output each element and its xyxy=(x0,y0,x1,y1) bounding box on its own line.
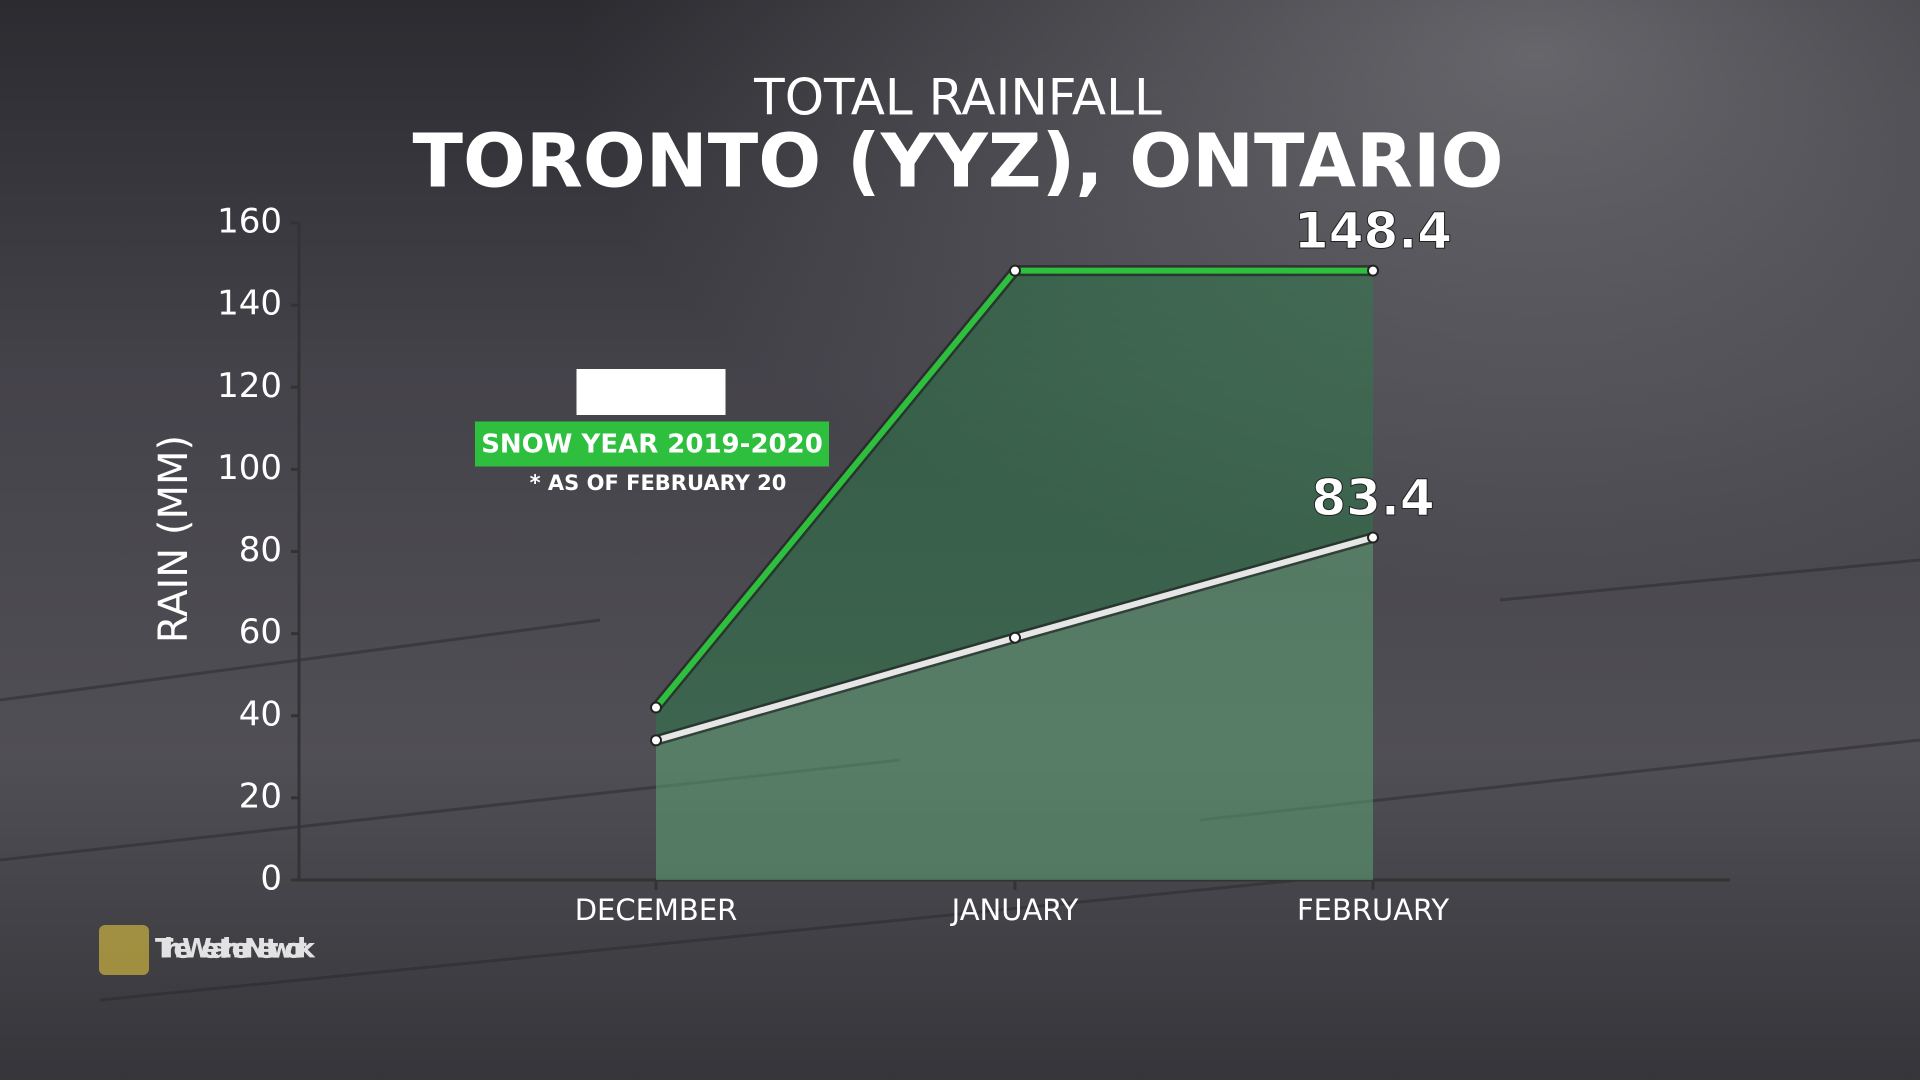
note: * AS OF FEBRUARY 20 xyxy=(530,471,787,495)
x-tick-label: JANUARY xyxy=(950,893,1079,927)
y-axis-label: RAIN (MM) xyxy=(151,435,197,643)
legend-swatch xyxy=(475,421,829,467)
point xyxy=(1009,631,1021,644)
legend-label: SNOW YEAR 2019-2020 xyxy=(481,430,823,460)
point xyxy=(650,734,662,747)
point xyxy=(650,701,662,714)
y-tick-label: 100 xyxy=(217,448,282,488)
y-tick-label: 140 xyxy=(217,284,282,324)
chart-title: TOTAL RAINFALL xyxy=(753,69,1162,127)
y-tick-label: 0 xyxy=(260,859,282,899)
y-tick-label: 40 xyxy=(239,694,282,734)
point xyxy=(1367,264,1379,277)
point xyxy=(1367,531,1379,544)
area-fill xyxy=(656,270,1373,880)
logo-icon xyxy=(99,925,149,975)
y-tick-label: 80 xyxy=(239,530,282,570)
x-tick-label: DECEMBER xyxy=(575,893,738,927)
y-tick-label: 60 xyxy=(239,612,282,652)
area-fill xyxy=(656,537,1373,880)
value-label: 148.4 xyxy=(1294,202,1452,260)
legend-label: NORMAL xyxy=(588,378,714,408)
legend-swatch xyxy=(576,369,726,415)
logo-text: The Weather Network xyxy=(155,934,316,965)
y-tick-label: 20 xyxy=(239,776,282,816)
logo: The Weather Network xyxy=(99,925,316,975)
point xyxy=(1009,264,1021,277)
y-tick-label: 120 xyxy=(217,366,282,406)
y-tick-label: 160 xyxy=(217,202,282,242)
chart-subtitle: TORONTO (YYZ), ONTARIO xyxy=(413,119,1504,205)
value-label: 83.4 xyxy=(1311,469,1434,527)
x-tick-label: FEBRUARY xyxy=(1297,893,1449,927)
